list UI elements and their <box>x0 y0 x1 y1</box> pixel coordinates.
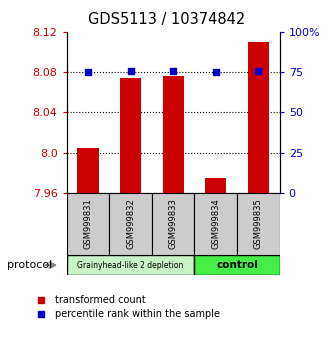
Point <box>256 68 261 73</box>
Point <box>213 69 218 75</box>
Bar <box>237 193 280 255</box>
Text: GSM999831: GSM999831 <box>83 199 93 249</box>
Text: GSM999835: GSM999835 <box>254 199 263 249</box>
Bar <box>77 148 99 193</box>
Text: Grainyhead-like 2 depletion: Grainyhead-like 2 depletion <box>77 261 184 270</box>
Bar <box>194 255 280 275</box>
Text: GSM999833: GSM999833 <box>168 199 178 249</box>
Bar <box>152 193 194 255</box>
Bar <box>205 178 226 193</box>
Text: GSM999834: GSM999834 <box>211 199 220 249</box>
Text: GSM999832: GSM999832 <box>126 199 135 249</box>
Point <box>170 68 176 73</box>
Legend: transformed count, percentile rank within the sample: transformed count, percentile rank withi… <box>32 295 220 319</box>
Bar <box>248 42 269 193</box>
Text: control: control <box>216 260 258 270</box>
Bar <box>67 255 194 275</box>
Bar <box>194 193 237 255</box>
Point <box>128 68 133 73</box>
Text: protocol: protocol <box>7 260 52 270</box>
Bar <box>163 76 184 193</box>
Bar <box>67 193 109 255</box>
Bar <box>109 193 152 255</box>
Text: GDS5113 / 10374842: GDS5113 / 10374842 <box>88 12 245 27</box>
Bar <box>120 78 141 193</box>
Point <box>85 69 91 75</box>
